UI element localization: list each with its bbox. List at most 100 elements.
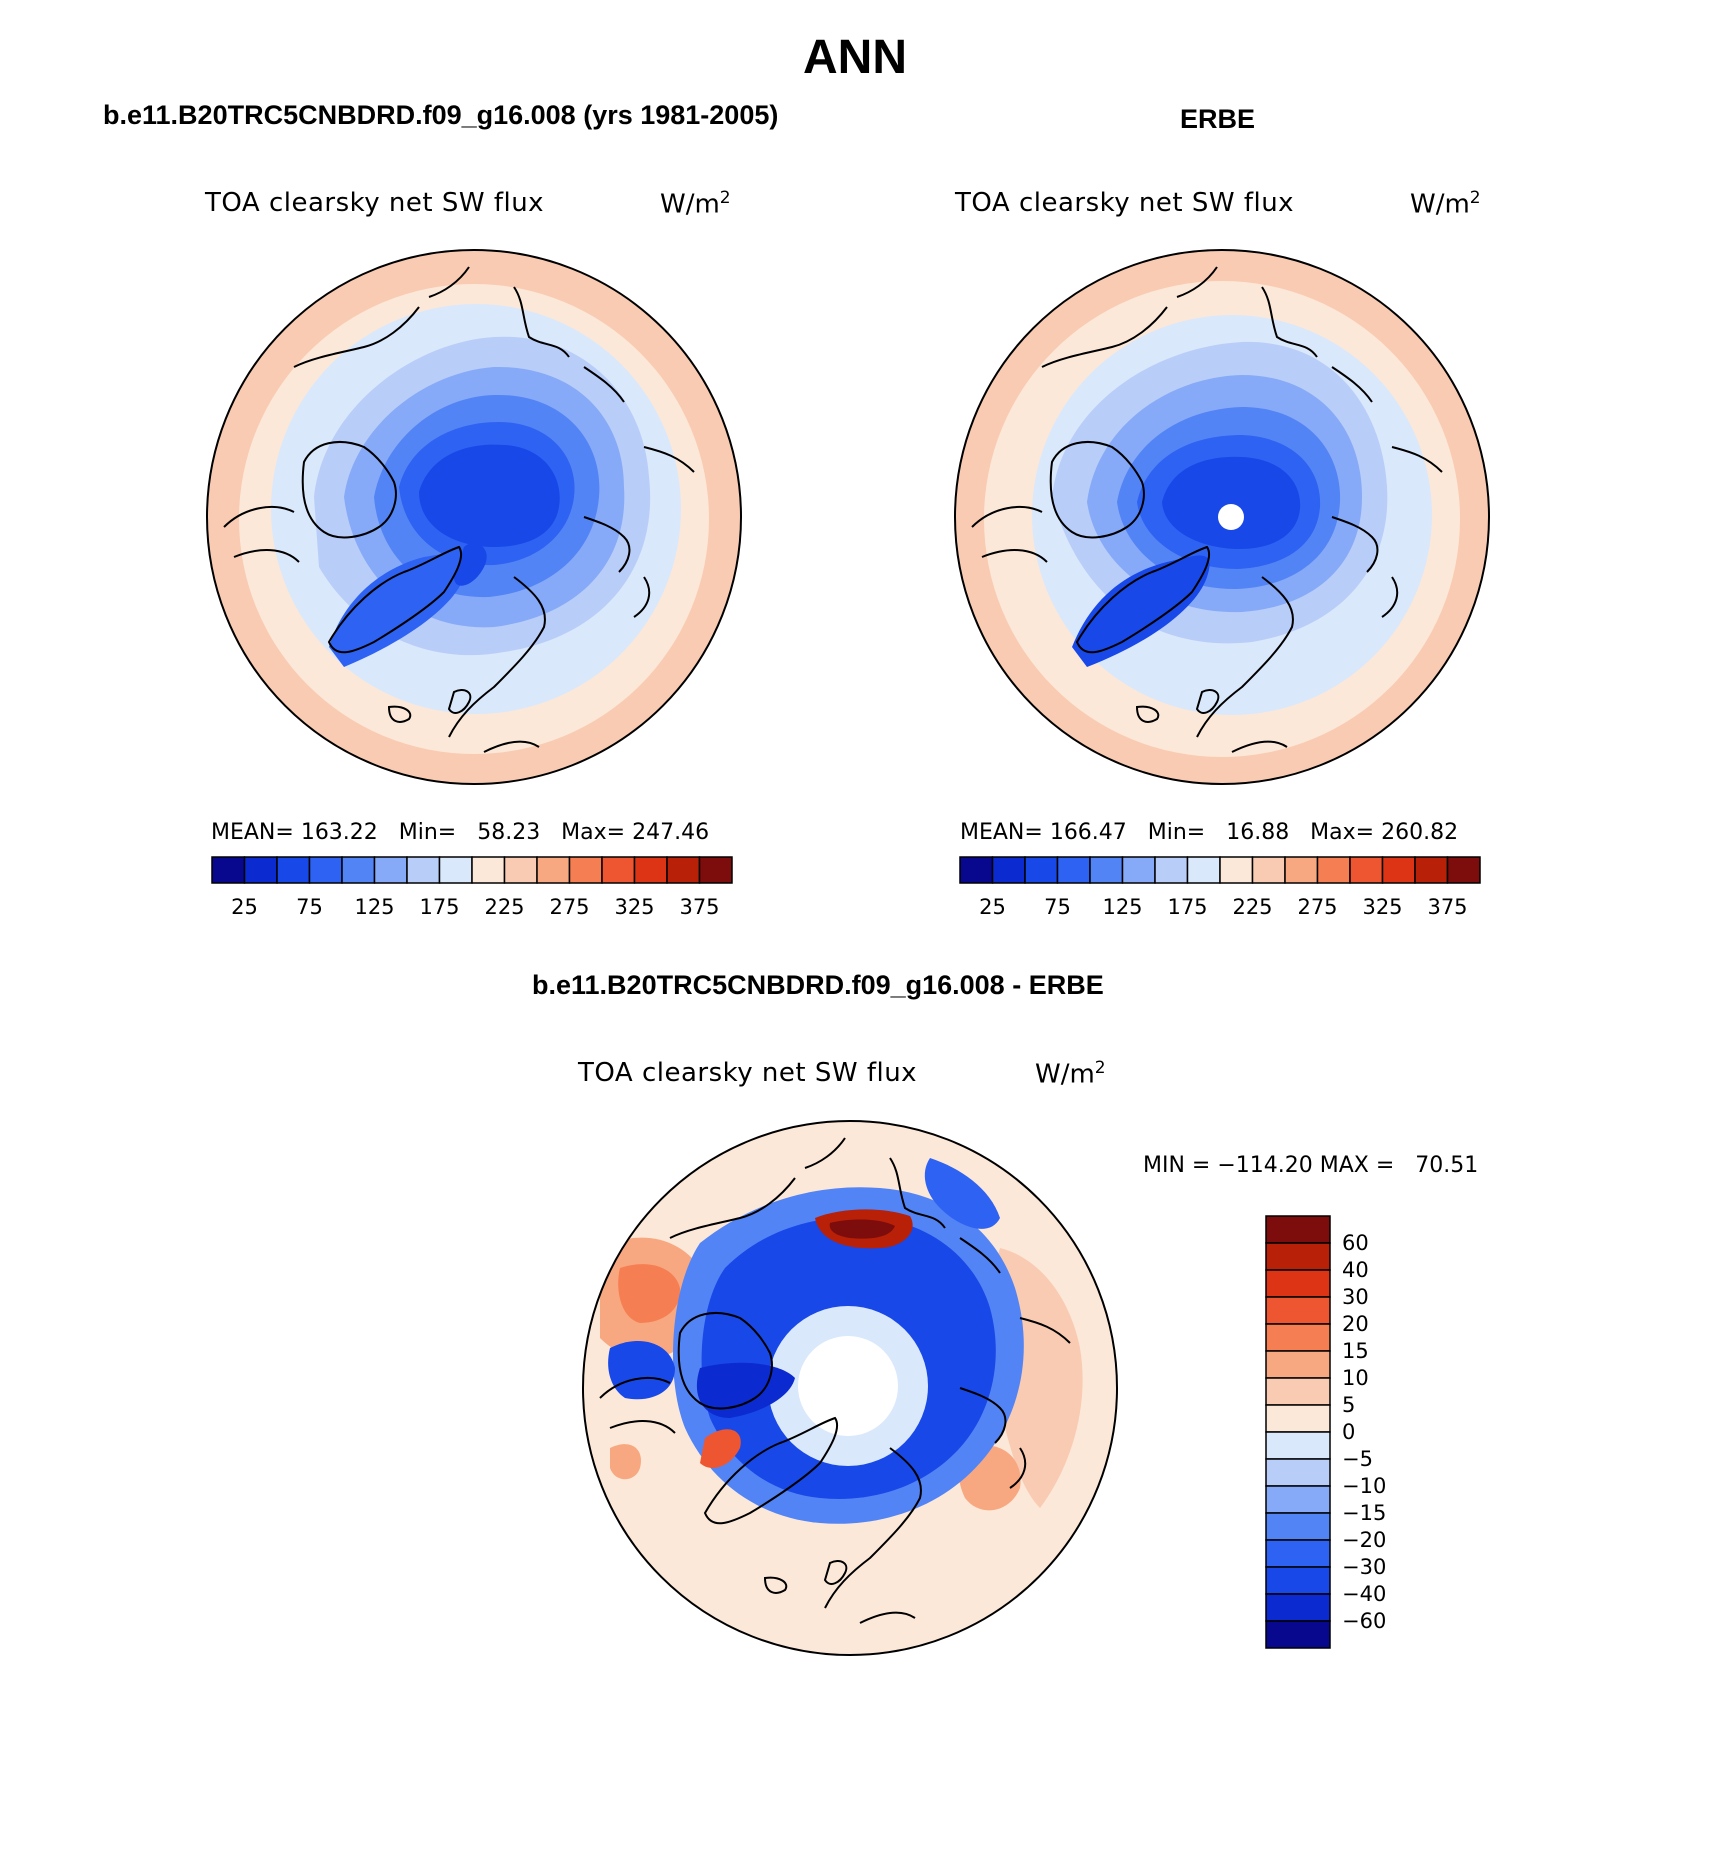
- colorbar-model-swatch: [438, 856, 473, 884]
- colorbar-model-tick-label: 175: [419, 895, 460, 919]
- diff-panel-title: b.e11.B20TRC5CNBDRD.f09_g16.008 - ERBE: [532, 970, 1104, 1000]
- colorbar-diff-swatch: [1265, 1431, 1331, 1460]
- colorbar-diff-ticks: 60 40 30 20 15 10 5 0 −5 −10 −15 −20 −30 −40 −60: [1342, 1216, 1462, 1648]
- colorbar-obs-swatch: [1186, 856, 1221, 884]
- colorbar-diff-swatch: [1265, 1458, 1331, 1487]
- colorbar-model-swatch: [503, 856, 538, 884]
- colorbar-diff-swatch: [1265, 1593, 1331, 1622]
- colorbar-obs-swatch: [991, 856, 1026, 884]
- colorbar-model-swatch: [601, 856, 636, 884]
- colorbar-obs-swatch: [1316, 856, 1351, 884]
- polar-map-diff: [582, 1120, 1118, 1656]
- colorbar-obs-tick-label: 375: [1427, 895, 1468, 919]
- colorbar-model-swatch: [276, 856, 311, 884]
- colorbar-obs-swatch: [1121, 856, 1156, 884]
- colorbar-model-swatch: [373, 856, 408, 884]
- colorbar-obs-swatch: [1251, 856, 1286, 884]
- colorbar-obs-tick-label: 125: [1102, 895, 1143, 919]
- colorbar-diff-swatch: [1265, 1242, 1331, 1271]
- stats-model: MEAN= 163.22 Min= 58.23 Max= 247.46: [211, 820, 710, 845]
- colorbar-obs-tick-label: 175: [1167, 895, 1208, 919]
- colorbar-model-tick-label: 275: [549, 895, 590, 919]
- colorbar-obs-tick-label: 325: [1362, 895, 1403, 919]
- colorbar-obs-swatch: [1349, 856, 1384, 884]
- colorbar-diff-tick-label: −40: [1342, 1582, 1387, 1606]
- main-title: ANN: [803, 31, 907, 84]
- colorbar-model-tick-label: 375: [679, 895, 720, 919]
- colorbar-diff-swatch: [1265, 1485, 1331, 1514]
- stats-obs: MEAN= 166.47 Min= 16.88 Max= 260.82: [960, 820, 1459, 845]
- colorbar-obs-tick-label: 225: [1232, 895, 1273, 919]
- colorbar-diff-tick-label: 15: [1342, 1339, 1369, 1363]
- colorbar-obs-swatch: [1284, 856, 1319, 884]
- polar-map-obs: [954, 249, 1490, 785]
- colorbar-model-swatch: [471, 856, 506, 884]
- colorbar-obs-tick-label: 25: [979, 895, 1006, 919]
- colorbar-diff-tick-label: 0: [1342, 1420, 1356, 1444]
- colorbar-diff-tick-label: 30: [1342, 1285, 1369, 1309]
- colorbar-diff-tick-label: 5: [1342, 1393, 1356, 1417]
- units-diff: W/m2: [1035, 1058, 1106, 1090]
- colorbar-obs-swatch: [1414, 856, 1449, 884]
- colorbar-model-swatch: [536, 856, 571, 884]
- colorbar-model-tick-label: 225: [484, 895, 525, 919]
- colorbar-model-swatch: [666, 856, 701, 884]
- colorbar-diff: [1265, 1215, 1331, 1649]
- colorbar-obs-swatch: [1089, 856, 1124, 884]
- units-obs: W/m2: [1410, 188, 1481, 220]
- colorbar-diff-swatch: [1265, 1620, 1331, 1649]
- colorbar-obs-tick-label: 275: [1297, 895, 1338, 919]
- colorbar-model-tick-label: 25: [231, 895, 258, 919]
- colorbar-model-swatch: [633, 856, 668, 884]
- colorbar-model: [211, 856, 733, 884]
- colorbar-diff-tick-label: 40: [1342, 1258, 1369, 1282]
- colorbar-model-tick-label: 125: [354, 895, 395, 919]
- colorbar-diff-swatch: [1265, 1404, 1331, 1433]
- colorbar-diff-tick-label: 60: [1342, 1231, 1369, 1255]
- colorbar-obs-swatch: [959, 856, 994, 884]
- colorbar-diff-tick-label: 20: [1342, 1312, 1369, 1336]
- colorbar-diff-swatch: [1265, 1269, 1331, 1298]
- colorbar-diff-swatch: [1265, 1350, 1331, 1379]
- colorbar-diff-tick-label: −20: [1342, 1528, 1387, 1552]
- colorbar-obs-ticks: 25 75 125 175 225 275 325 375: [960, 895, 1480, 925]
- colorbar-obs-swatch: [1154, 856, 1189, 884]
- field-label-diff: TOA clearsky net SW flux: [578, 1058, 918, 1088]
- colorbar-obs-swatch: [1219, 856, 1254, 884]
- colorbar-obs: [959, 856, 1481, 884]
- colorbar-diff-tick-label: 10: [1342, 1366, 1369, 1390]
- polar-map-model: [206, 249, 742, 785]
- colorbar-diff-swatch: [1265, 1296, 1331, 1325]
- colorbar-model-swatch: [568, 856, 603, 884]
- field-label-obs: TOA clearsky net SW flux: [955, 188, 1295, 218]
- colorbar-diff-swatch: [1265, 1539, 1331, 1568]
- units-model: W/m2: [660, 188, 731, 220]
- colorbar-model-swatch: [698, 856, 733, 884]
- colorbar-diff-tick-label: −10: [1342, 1474, 1387, 1498]
- colorbar-diff-swatch: [1265, 1566, 1331, 1595]
- colorbar-model-swatch: [243, 856, 278, 884]
- colorbar-model-tick-label: 325: [614, 895, 655, 919]
- colorbar-model-swatch: [406, 856, 441, 884]
- colorbar-diff-tick-label: −15: [1342, 1501, 1387, 1525]
- colorbar-obs-swatch: [1446, 856, 1481, 884]
- colorbar-model-tick-label: 75: [296, 895, 323, 919]
- field-label-model: TOA clearsky net SW flux: [205, 188, 545, 218]
- colorbar-diff-tick-label: −60: [1342, 1609, 1387, 1633]
- colorbar-diff-tick-label: −5: [1342, 1447, 1373, 1471]
- colorbar-obs-swatch: [1024, 856, 1059, 884]
- panel-title-obs: ERBE: [1180, 104, 1256, 134]
- colorbar-model-swatch: [341, 856, 376, 884]
- minmax-diff: MIN = −114.20 MAX = 70.51: [1143, 1153, 1479, 1178]
- colorbar-model-swatch: [308, 856, 343, 884]
- colorbar-diff-swatch: [1265, 1215, 1331, 1244]
- colorbar-obs-tick-label: 75: [1044, 895, 1071, 919]
- colorbar-diff-swatch: [1265, 1512, 1331, 1541]
- colorbar-diff-tick-label: −30: [1342, 1555, 1387, 1579]
- colorbar-model-ticks: 25 75 125 175 225 275 325 375: [212, 895, 732, 925]
- colorbar-model-swatch: [211, 856, 246, 884]
- panel-title-model: b.e11.B20TRC5CNBDRD.f09_g16.008 (yrs 198…: [103, 100, 779, 130]
- colorbar-diff-swatch: [1265, 1323, 1331, 1352]
- colorbar-diff-swatch: [1265, 1377, 1331, 1406]
- colorbar-obs-swatch: [1381, 856, 1416, 884]
